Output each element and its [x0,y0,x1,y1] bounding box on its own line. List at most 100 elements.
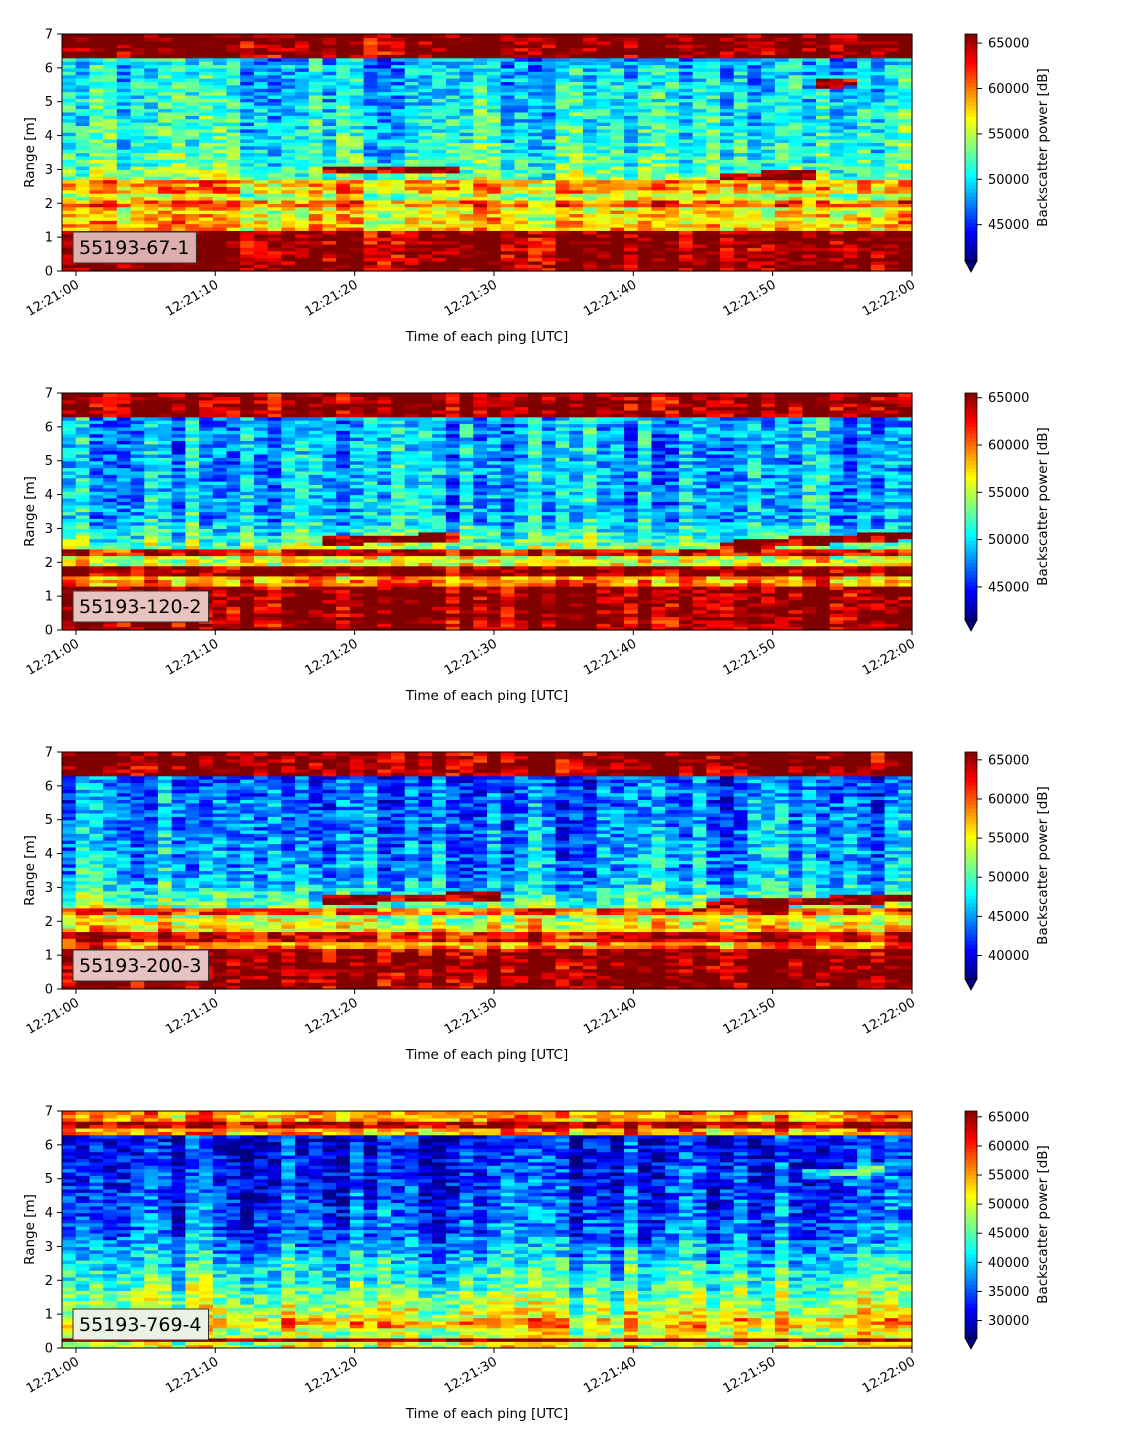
heatmap-cell [555,152,570,157]
heatmap-cell [116,193,132,198]
heatmap-cell [816,213,831,218]
heatmap-cell [870,169,886,174]
heatmap-cell [295,223,310,228]
heatmap-cell [733,138,749,143]
heatmap-cell [816,162,831,167]
heatmap-cell [116,138,132,143]
heatmap-cell [185,176,200,181]
heatmap-cell [870,94,886,99]
heatmap-cell [500,176,516,181]
heatmap-cell [89,545,104,550]
heatmap-cell [62,535,77,540]
heatmap-cell [843,91,858,96]
heatmap-cell [459,40,474,45]
heatmap-cell [62,88,77,93]
heatmap-cell [157,122,173,127]
heatmap-cell [404,176,420,181]
heatmap-cell [829,88,845,93]
heatmap-cell [870,243,886,248]
heatmap-cell [473,179,488,184]
heatmap-cell [459,105,474,110]
heatmap-cell [157,193,173,198]
heatmap-cell [720,237,735,242]
heatmap-cell [720,169,735,174]
heatmap-cell [473,71,488,76]
heatmap-cell [404,34,420,38]
heatmap-cell [130,196,145,201]
heatmap-cell [706,210,721,215]
heatmap-cell [62,565,77,570]
colorbar-segment [965,208,977,213]
heatmap-cell [610,264,625,269]
heatmap-cell [281,128,296,133]
heatmap-cell [473,216,488,221]
heatmap-cell [308,216,324,221]
heatmap-cell [432,118,447,123]
heatmap-cell [336,243,351,248]
heatmap-cell [75,37,91,42]
heatmap-cell [185,193,200,198]
heatmap-cell [500,108,516,113]
heatmap-cell [404,145,420,150]
heatmap-cell [500,50,516,55]
heatmap-cell [610,54,625,59]
heatmap-cell [240,196,255,201]
heatmap-cell [555,111,570,116]
heatmap-cell [171,196,186,201]
heatmap-cell [75,199,91,204]
heatmap-cell [610,196,625,201]
heatmap-cell [418,71,433,76]
heatmap-cell [253,237,269,242]
heatmap-cell [651,155,666,160]
heatmap-cell [610,199,625,204]
heatmap-cell [870,213,886,218]
heatmap-cell [898,152,913,157]
heatmap-cell [692,67,707,72]
heatmap-cell [898,101,913,106]
heatmap-cell [596,162,611,167]
heatmap-cell [500,172,516,177]
heatmap-cell [62,437,77,441]
heatmap-cell [774,179,790,184]
heatmap-cell [898,159,913,164]
heatmap-cell [459,50,474,55]
heatmap-cell [116,575,132,580]
heatmap-cell [212,169,228,174]
heatmap-cell [130,166,145,171]
heatmap-cell [487,135,502,140]
heatmap-cell [569,176,584,181]
heatmap-cell [569,84,584,89]
heatmap-cell [733,213,749,218]
heatmap-cell [336,81,351,86]
heatmap-cell [843,74,858,79]
colorbar-frame [964,33,978,262]
heatmap-cell [500,149,516,154]
heatmap-cell [157,57,173,62]
heatmap-cell [829,40,845,45]
heatmap-cell [185,132,200,137]
heatmap-cell [747,152,762,157]
heatmap-cell [720,67,735,72]
heatmap-cell [199,149,214,154]
heatmap-cell [349,78,365,82]
heatmap-cell [267,243,282,248]
heatmap-cell [377,264,392,269]
heatmap-cell [884,115,899,120]
heatmap-cell [596,47,611,52]
heatmap-cell [774,243,790,248]
heatmap-cell [624,74,639,79]
heatmap-cell [144,138,159,143]
heatmap-cell [582,115,598,120]
heatmap-cell [747,108,762,113]
heatmap-cell [404,91,420,96]
heatmap-cell [75,226,91,231]
heatmap-cell [569,206,584,211]
heatmap-cell [89,125,104,130]
heatmap-cell [541,88,557,93]
heatmap-cell [404,247,420,252]
heatmap-cell [487,64,502,69]
heatmap-cell [404,179,420,184]
heatmap-cell [582,105,598,110]
heatmap-cell [432,220,447,225]
heatmap-cell [473,44,488,49]
